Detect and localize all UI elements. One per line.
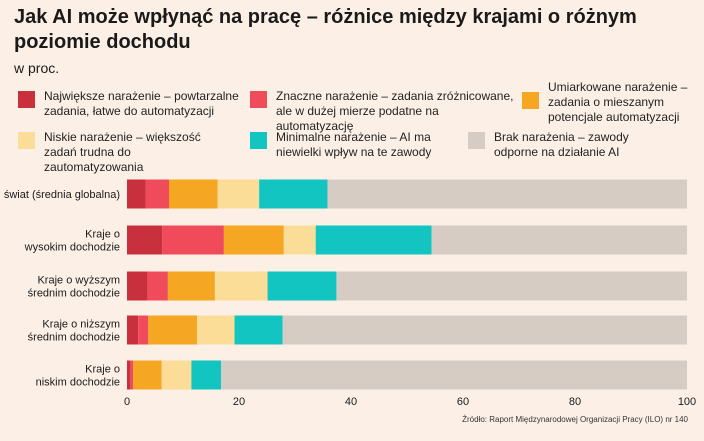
legend-label: Brak narażenia – zawody odporne na dział… [494, 130, 629, 159]
legend-label: Największe narażenie – powtarzalne zadan… [44, 89, 239, 118]
x-tick-label: 0 [124, 396, 130, 408]
bar-segment-1-5 [431, 225, 687, 255]
chart-title: Jak AI może wpłynąć na pracę – różnice m… [14, 6, 637, 53]
legend-swatch [468, 132, 485, 149]
source-note: Źródło: Raport Międzynarodowej Organizac… [462, 415, 688, 424]
bar-segment-4-2 [133, 360, 162, 390]
x-tick-label: 40 [345, 396, 357, 408]
bar-segment-0-4 [259, 179, 328, 209]
category-label: Kraje o wyższym średnim dochodzie [28, 275, 120, 300]
bar-segment-4-5 [221, 360, 687, 390]
category-label: Kraje o wysokim dochodzie [24, 229, 120, 254]
bar-segment-0-0 [127, 179, 146, 209]
bar-segment-2-4 [267, 271, 337, 301]
bar-segment-3-5 [282, 315, 687, 345]
legend-label: Minimalne narażenie – AI ma niewielki wp… [276, 130, 432, 159]
bar-segment-0-5 [327, 179, 687, 209]
bar-segment-1-4 [315, 225, 432, 255]
x-tick-label: 100 [678, 396, 696, 408]
bar-segment-3-1 [138, 315, 149, 345]
category-label: Kraje o niskim dochodzie [36, 364, 120, 389]
legend-swatch [250, 132, 267, 149]
legend-item-no-exposure: Brak narażenia – zawody odporne na dział… [468, 130, 698, 164]
bar-segment-1-1 [162, 225, 224, 255]
category-label: świat (średnia globalna) [4, 189, 120, 201]
bar-segment-4-3 [161, 360, 192, 390]
bar-segment-2-3 [214, 271, 268, 301]
legend-label: Znaczne narażenie – zadania zróżnicowane… [276, 89, 514, 133]
bar-segment-0-2 [169, 179, 218, 209]
bar-segment-4-0 [127, 360, 131, 390]
bar-segment-3-3 [197, 315, 235, 345]
bar-segment-2-0 [127, 271, 148, 301]
x-tick-label: 60 [457, 396, 469, 408]
legend-swatch [522, 92, 539, 109]
legend-swatch [250, 91, 267, 108]
x-tick-label: 20 [233, 396, 245, 408]
bar-segment-0-3 [217, 179, 260, 209]
legend-item-minimal-exposure: Minimalne narażenie – AI ma niewielki wp… [250, 130, 480, 164]
legend-item-moderate-exposure: Umiarkowane narażenie – zadania o miesza… [522, 80, 702, 130]
bar-segment-2-2 [167, 271, 215, 301]
bar-segment-2-5 [336, 271, 687, 301]
bar-segment-3-0 [127, 315, 139, 345]
x-tick-label: 80 [569, 396, 581, 408]
bar-segment-2-1 [147, 271, 168, 301]
bar-segment-4-1 [130, 360, 134, 390]
bar-segment-3-2 [148, 315, 197, 345]
legend-item-significant-exposure: Znaczne narażenie – zadania zróżnicowane… [250, 89, 520, 133]
legend-swatch [18, 132, 35, 149]
legend-item-low-exposure: Niskie narażenie – większość zadań trudn… [18, 130, 248, 174]
chart-subtitle: w proc. [14, 60, 60, 76]
legend-item-highest-exposure: Największe narażenie – powtarzalne zadan… [18, 89, 248, 123]
legend-swatch [18, 91, 35, 108]
category-label: Kraje o niższym średnim dochodzie [28, 319, 120, 344]
bar-segment-4-4 [191, 360, 222, 390]
legend-label: Niskie narażenie – większość zadań trudn… [44, 130, 201, 174]
bar-segment-1-3 [283, 225, 316, 255]
bar-segment-0-1 [145, 179, 169, 209]
bar-segment-3-4 [234, 315, 283, 345]
bar-segment-1-0 [127, 225, 163, 255]
legend-label: Umiarkowane narażenie – zadania o miesza… [548, 80, 688, 124]
bar-segment-1-2 [223, 225, 284, 255]
